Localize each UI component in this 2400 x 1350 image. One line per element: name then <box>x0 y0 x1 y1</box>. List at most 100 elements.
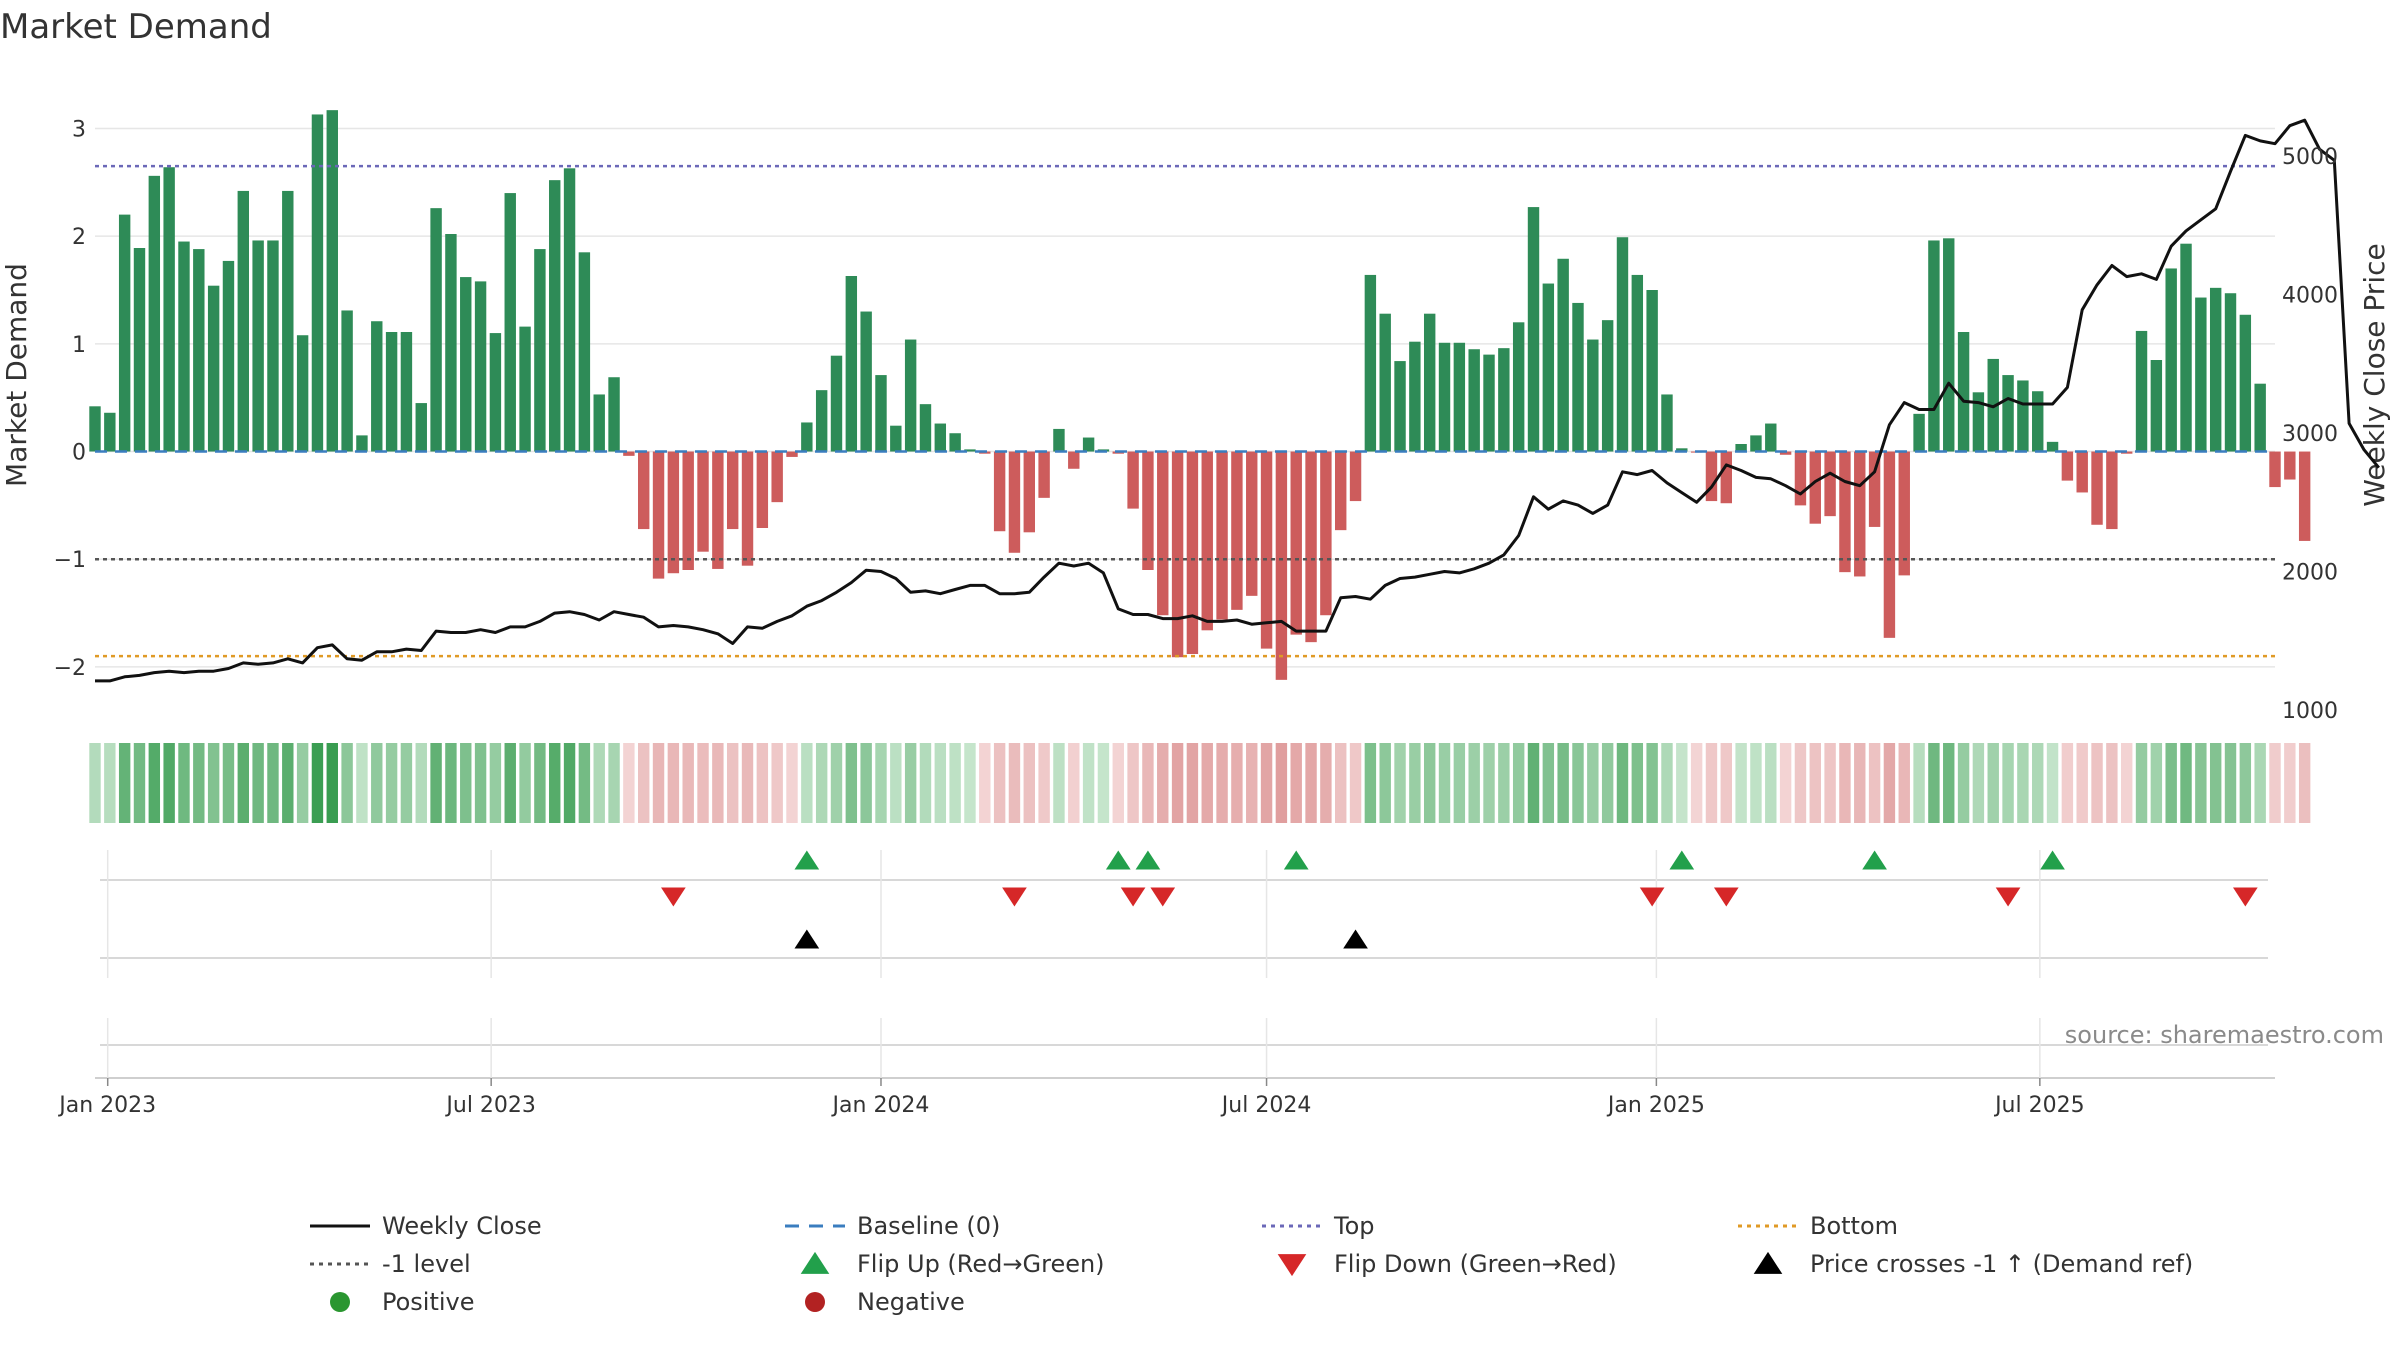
demand-bar <box>786 451 798 457</box>
legend-item-bottom: Bottom <box>1738 1212 1898 1240</box>
demand-bar <box>712 451 724 569</box>
price-cross-marker <box>794 929 820 949</box>
legend-swatch <box>805 1292 825 1312</box>
strip-cell <box>934 743 947 823</box>
legend-swatch <box>800 1251 830 1274</box>
strip-cell <box>252 743 264 823</box>
strip-cell <box>2076 743 2088 823</box>
strip-cell <box>2224 743 2237 823</box>
strip-cell <box>1171 743 1184 823</box>
demand-bar <box>2046 441 2059 452</box>
demand-bar <box>193 249 205 452</box>
demand-bar <box>1423 313 1436 452</box>
demand-bar <box>2017 380 2029 452</box>
strip-cell <box>1898 743 1910 823</box>
demand-bar <box>2298 451 2311 541</box>
demand-bar <box>1542 283 1555 452</box>
strip-cell <box>237 743 250 823</box>
x-tick-label: Jan 2023 <box>57 1093 156 1118</box>
demand-bar <box>2150 360 2163 452</box>
demand-bar <box>1676 448 1688 452</box>
strip-cell <box>445 743 457 823</box>
demand-bar <box>252 240 264 452</box>
strip-cell <box>549 743 561 823</box>
strip-cell <box>1913 743 1925 823</box>
demand-bar <box>1023 451 1035 533</box>
legend-item-price_cross: Price crosses -1 ↑ (Demand ref) <box>1753 1250 2193 1278</box>
y-right-tick-label: 3000 <box>2282 422 2338 447</box>
x-tick-label: Jul 2025 <box>1993 1093 2085 1118</box>
reference-levels <box>95 164 2275 658</box>
demand-bar <box>311 114 324 452</box>
strip-cell <box>1779 743 1792 823</box>
strip-cell <box>2061 743 2074 823</box>
legend-swatch <box>1753 1251 1783 1274</box>
y-axis-left-label: Market Demand <box>0 263 33 487</box>
demand-bar <box>1231 451 1243 610</box>
demand-bar <box>2106 451 2118 530</box>
demand-bar <box>815 390 828 452</box>
strip-cell <box>1246 743 1258 823</box>
strip-cell <box>801 743 813 823</box>
strip-cell <box>2091 743 2103 823</box>
strip-cell <box>593 743 605 823</box>
demand-bar <box>904 339 917 452</box>
strip-cell <box>89 743 101 823</box>
event-markers <box>661 850 2258 949</box>
demand-bar <box>890 425 902 452</box>
demand-bar <box>460 277 472 452</box>
demand-bar <box>207 285 220 452</box>
strip-cell <box>964 743 976 823</box>
legend-label: Flip Up (Red→Green) <box>857 1250 1105 1278</box>
demand-bar <box>1379 313 1391 452</box>
strip-cell <box>2120 743 2133 823</box>
demand-bar <box>1142 451 1154 570</box>
strip-cell <box>296 743 309 823</box>
strip-cell <box>1720 743 1732 823</box>
demand-bar <box>89 406 101 452</box>
legend: Weekly Close Baseline (0) Top Bottom -1 leve… <box>310 1212 2193 1316</box>
demand-heat-strip <box>89 743 2311 823</box>
demand-bar <box>1661 394 1673 452</box>
demand-bar <box>993 451 1006 532</box>
strip-cell <box>1216 743 1228 823</box>
strip-cell <box>474 743 487 823</box>
strip-cell <box>1616 743 1629 823</box>
demand-bar <box>771 451 783 503</box>
strip-cell <box>311 743 324 823</box>
demand-bar <box>178 241 190 452</box>
flip-up-marker <box>1105 850 1131 870</box>
strip-cell <box>430 743 442 823</box>
demand-bar <box>2195 297 2207 452</box>
demand-bar <box>1468 349 1480 452</box>
demand-bar <box>2284 451 2296 480</box>
legend-item-minus_one: -1 level <box>310 1250 471 1278</box>
demand-bar <box>267 240 279 452</box>
strip-cell <box>1082 743 1095 823</box>
demand-bar <box>1557 258 1569 452</box>
strip-cell <box>1735 743 1747 823</box>
demand-bar <box>578 252 591 452</box>
demand-bar <box>534 249 546 452</box>
strip-cell <box>341 743 353 823</box>
strip-cell <box>1008 743 1021 823</box>
strip-cell <box>682 743 694 823</box>
strip-cell <box>1305 743 1317 823</box>
strip-cell <box>1557 743 1569 823</box>
demand-bar <box>163 167 175 452</box>
strip-cell <box>1157 743 1169 823</box>
demand-bar <box>2135 330 2148 452</box>
strip-cell <box>1394 743 1406 823</box>
demand-bar <box>1898 451 1910 576</box>
y-right-tick-label: 2000 <box>2282 561 2338 586</box>
strip-cell <box>267 743 279 823</box>
demand-bar <box>445 234 457 452</box>
demand-bar <box>1824 451 1836 517</box>
demand-bar <box>726 451 739 530</box>
demand-bar <box>1438 342 1451 452</box>
strip-cell <box>1053 743 1065 823</box>
demand-bar <box>1720 451 1732 504</box>
demand-bar <box>1053 428 1065 452</box>
strip-cell <box>2032 743 2044 823</box>
strip-cell <box>1572 743 1584 823</box>
